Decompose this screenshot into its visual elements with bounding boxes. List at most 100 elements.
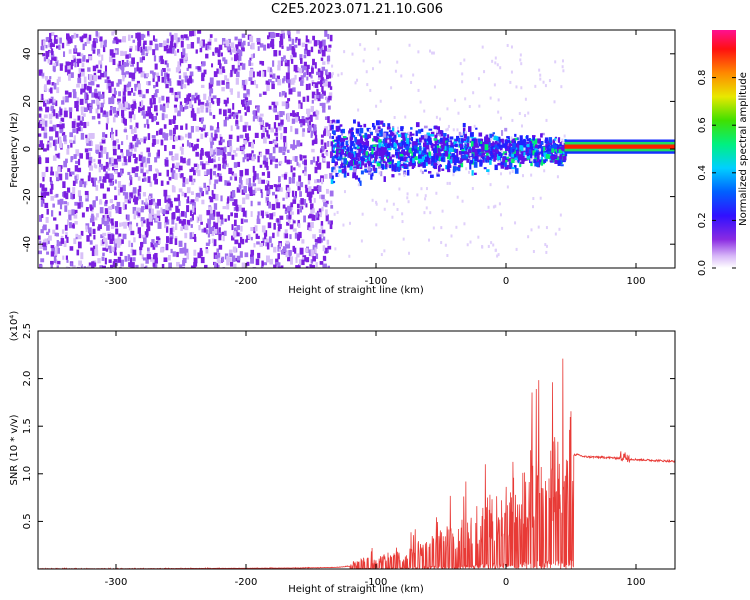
heatmap-cell — [286, 117, 291, 122]
heatmap-cell — [416, 147, 420, 151]
heatmap-cell — [105, 134, 108, 138]
heatmap-cell — [237, 242, 242, 248]
heatmap-cell — [50, 180, 53, 186]
heatmap-cell — [120, 64, 124, 71]
heatmap-cell — [131, 167, 136, 174]
heatmap-cell — [235, 204, 239, 210]
heatmap-cell — [407, 157, 410, 161]
heatmap-cell — [349, 145, 353, 152]
heatmap-cell — [217, 122, 220, 129]
heatmap-cell — [72, 89, 76, 93]
heatmap-cell — [526, 138, 530, 142]
heatmap-cell — [310, 67, 314, 74]
heatmap-cell — [154, 63, 158, 70]
heatmap-cell — [182, 260, 186, 267]
heatmap-cell — [177, 61, 180, 68]
heatmap-cell — [197, 30, 202, 34]
heatmap-cell — [61, 117, 65, 122]
heatmap-cell — [108, 259, 112, 263]
heatmap-cell — [152, 198, 155, 205]
heatmap-cell — [163, 257, 168, 262]
heatmap-cell — [359, 145, 363, 150]
heatmap-cell — [225, 100, 228, 107]
heatmap-cell — [112, 204, 115, 209]
heatmap-cell — [236, 49, 241, 56]
heatmap-cell — [297, 185, 301, 191]
heatmap-cell — [126, 83, 130, 89]
heatmap-cell — [314, 179, 317, 184]
heatmap-cell — [174, 153, 179, 161]
heatmap-cell — [557, 137, 561, 143]
heatmap-cell — [177, 80, 181, 86]
heatmap-cell — [363, 150, 366, 156]
heatmap-cell — [351, 132, 354, 137]
heatmap-cell — [244, 112, 247, 116]
heatmap-cell — [400, 126, 404, 129]
heatmap-cell — [180, 156, 183, 163]
heatmap-cell — [86, 85, 90, 91]
heatmap-cell — [88, 140, 92, 147]
heatmap-cell — [351, 127, 354, 131]
heatmap-cell — [542, 80, 545, 84]
heatmap-cell — [76, 249, 80, 256]
heatmap-cell — [314, 82, 319, 88]
heatmap-cell — [252, 53, 256, 58]
heatmap-cell — [38, 122, 42, 129]
heatmap-cell — [213, 221, 216, 228]
heatmap-cell — [84, 41, 87, 47]
heatmap-cell — [359, 139, 362, 146]
heatmap-cell — [215, 263, 219, 268]
heatmap-cell — [544, 139, 548, 144]
heatmap-cell — [165, 83, 169, 89]
heatmap-cell — [422, 161, 426, 168]
heatmap-cell — [231, 171, 235, 176]
heatmap-cell — [299, 205, 302, 213]
heatmap-cell — [104, 237, 108, 244]
heatmap-cell — [483, 167, 487, 170]
heatmap-cell — [312, 208, 315, 213]
heatmap-cell — [43, 187, 48, 192]
heatmap-cell — [171, 212, 176, 220]
heatmap-cell — [296, 203, 300, 209]
heatmap-cell — [200, 147, 204, 155]
heatmap-cell — [263, 262, 267, 266]
heatmap-cell — [446, 107, 449, 111]
heatmap-cell — [494, 164, 498, 171]
heatmap-cell — [377, 47, 380, 51]
heatmap-cell — [257, 177, 262, 185]
heatmap-cell — [208, 179, 212, 185]
heatmap-cell — [39, 140, 43, 145]
heatmap-cell — [296, 30, 300, 34]
heatmap-cell — [318, 185, 322, 192]
heatmap-cell — [112, 166, 115, 171]
heatmap-cell — [487, 205, 490, 209]
heatmap-cell — [152, 74, 156, 79]
heatmap-cell — [380, 253, 383, 257]
heatmap-cell — [245, 210, 248, 218]
heatmap-cell — [166, 195, 171, 200]
heatmap-cell — [386, 152, 391, 158]
heatmap-cell — [55, 224, 59, 230]
heatmap-cell — [286, 59, 290, 67]
heatmap-cell — [539, 147, 544, 151]
heatmap-cell — [235, 77, 239, 85]
x-tick-label: -200 — [235, 577, 258, 588]
heatmap-cell — [277, 253, 280, 260]
heatmap-cell — [446, 181, 449, 185]
heatmap-cell — [443, 133, 447, 137]
heatmap-cell — [303, 48, 308, 55]
heatmap-cell — [376, 133, 380, 136]
heatmap-cell — [360, 141, 365, 144]
heatmap-cell — [436, 129, 439, 133]
heatmap-cell — [387, 139, 390, 143]
heatmap-cell — [268, 201, 271, 209]
heatmap-cell — [112, 116, 116, 123]
heatmap-cell — [96, 149, 99, 155]
heatmap-cell — [289, 234, 292, 240]
heatmap-cell — [356, 139, 360, 145]
heatmap-cell — [200, 119, 204, 124]
heatmap-cell — [152, 75, 155, 82]
heatmap-cell — [128, 224, 133, 231]
heatmap-cell — [357, 148, 361, 153]
heatmap-cell — [485, 159, 488, 163]
